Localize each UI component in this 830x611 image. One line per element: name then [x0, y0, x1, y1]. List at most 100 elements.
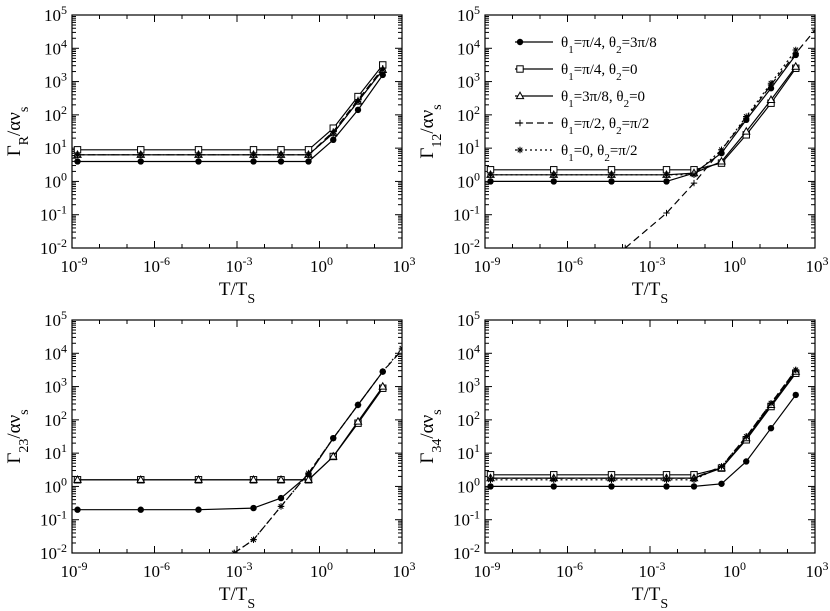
y-axis-label: Γ34/ανs: [417, 409, 445, 463]
series-line: [624, 29, 815, 248]
legend-label: θ1=3π/8, θ2=0: [561, 89, 645, 110]
y-tick-label: 103: [457, 70, 480, 92]
x-tick-label: 103: [806, 254, 829, 276]
legend-marker: [516, 38, 524, 46]
data-point: [718, 480, 725, 487]
series-line: [77, 69, 384, 156]
x-tick-label: 10-9: [61, 254, 88, 276]
legend-marker: [516, 119, 524, 127]
series-line: [233, 347, 402, 553]
series-line: [77, 74, 384, 163]
data-point: [791, 61, 801, 70]
y-tick-label: 10-2: [453, 541, 480, 563]
y-tick-label: 101: [44, 441, 67, 463]
data-point: [743, 458, 750, 465]
x-tick-label: 103: [806, 559, 829, 581]
data-point: [792, 391, 799, 399]
data-point: [487, 178, 494, 185]
data-point: [663, 178, 670, 185]
legend-label: θ1=π/2, θ2=π/2: [561, 116, 649, 137]
data-point: [353, 416, 363, 425]
data-point: [277, 503, 285, 510]
data-point: [690, 179, 698, 187]
plot-frame: [71, 319, 403, 554]
data-point: [767, 80, 775, 87]
data-point: [250, 151, 257, 158]
data-point: [766, 95, 776, 103]
legend-item: θ1=π/4, θ2=0: [515, 62, 638, 83]
y-tick-label: 101: [44, 136, 67, 158]
y-tick-label: 10-2: [40, 541, 67, 563]
y-tick-label: 10-1: [40, 508, 67, 530]
y-tick-label: 104: [44, 36, 67, 58]
data-point: [330, 434, 337, 442]
series-line: [490, 372, 797, 476]
data-point: [792, 46, 799, 54]
data-point: [663, 483, 670, 490]
data-point: [379, 368, 386, 375]
data-point: [354, 401, 362, 409]
legend-item: θ1=3π/8, θ2=0: [515, 89, 645, 110]
data-point: [663, 476, 670, 483]
series-line: [77, 371, 384, 511]
data-point: [608, 171, 615, 178]
data-point: [277, 151, 285, 158]
series-line: [490, 369, 797, 479]
x-tick-label: 10-3: [226, 559, 253, 581]
data-point: [608, 483, 615, 490]
data-point: [550, 171, 557, 178]
y-tick-label: 103: [457, 375, 480, 397]
data-point: [277, 494, 285, 502]
y-tick-label: 103: [44, 70, 67, 92]
y-tick-label: 100: [457, 169, 480, 191]
legend-item: θ1=π/4, θ2=3π/8: [515, 35, 657, 56]
data-point: [137, 506, 144, 513]
data-point: [231, 549, 238, 553]
data-point: [194, 474, 203, 483]
data-point: [136, 474, 146, 483]
data-point: [767, 400, 775, 407]
y-tick-label: 100: [44, 474, 67, 496]
data-point: [73, 474, 82, 483]
legend-label: θ1=π/4, θ2=3π/8: [561, 35, 657, 56]
y-tick-label: 100: [457, 474, 480, 496]
data-point: [487, 171, 494, 178]
data-point: [690, 476, 698, 483]
x-tick-label: 10-3: [639, 254, 666, 276]
panel-gamma_23: 10-9 10-6 10-3 100 103 10-2 10-1 100 101 102 103 10…: [4, 308, 416, 611]
y-tick-label: 105: [457, 308, 480, 330]
y-tick-label: 103: [44, 375, 67, 397]
x-axis-label: T/TS: [632, 279, 668, 307]
x-tick-label: 10-3: [226, 254, 253, 276]
data-point: [195, 506, 202, 513]
data-point: [690, 171, 698, 178]
data-point: [250, 504, 257, 512]
x-tick-label: 10-6: [143, 559, 170, 581]
data-point: [767, 85, 775, 92]
data-point: [487, 483, 494, 490]
data-point: [330, 129, 337, 137]
x-tick-label: 10-6: [556, 559, 583, 581]
legend-label: θ1=0, θ2=π/2: [561, 143, 638, 164]
data-point: [608, 476, 615, 483]
series-line: [77, 69, 384, 156]
x-tick-label: 10-6: [143, 254, 170, 276]
legend-marker: [515, 91, 525, 100]
data-point: [328, 451, 338, 460]
series-line: [233, 349, 402, 553]
x-tick-label: 10-9: [474, 254, 501, 276]
x-axis-label: T/TS: [219, 584, 255, 611]
y-tick-label: 101: [457, 441, 480, 463]
data-point: [550, 483, 557, 490]
data-point: [74, 158, 81, 165]
data-point: [250, 158, 257, 165]
y-tick-label: 102: [457, 408, 480, 430]
legend-marker: [516, 65, 524, 73]
plot-frame: [71, 14, 403, 249]
y-tick-label: 102: [44, 103, 67, 125]
data-point: [305, 151, 312, 158]
x-tick-label: 10-6: [556, 254, 583, 276]
series-line: [490, 371, 797, 479]
x-tick-label: 10-9: [474, 559, 501, 581]
